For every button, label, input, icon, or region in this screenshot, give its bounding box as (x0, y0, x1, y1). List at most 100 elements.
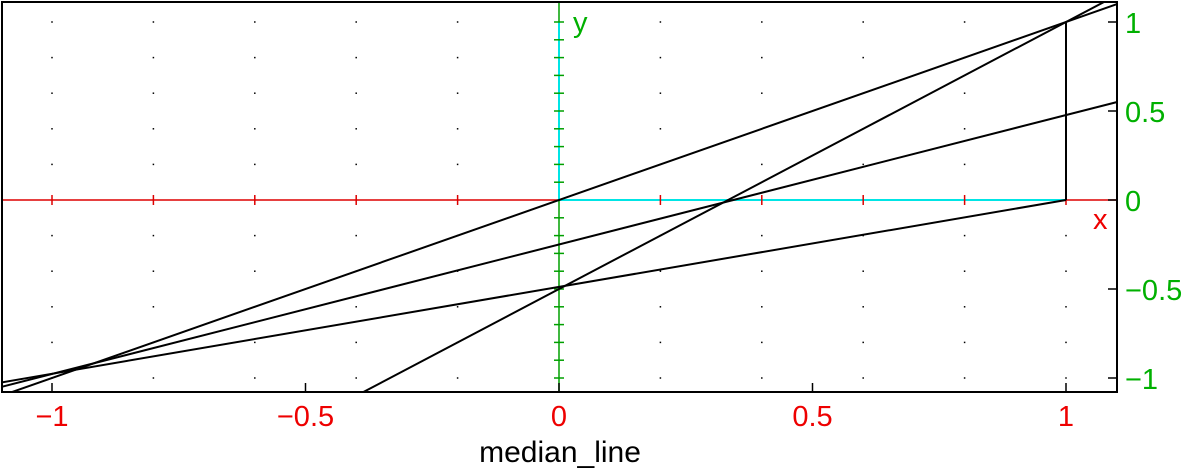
grid-dot (152, 128, 155, 130)
grid-dot (152, 234, 155, 237)
grid-dot (254, 128, 256, 130)
grid-dot (254, 377, 256, 379)
grid-dot (963, 128, 966, 130)
grid-dot (152, 56, 155, 59)
grid-dot (456, 21, 459, 23)
grid-dot (51, 21, 53, 23)
grid-dot (761, 306, 763, 308)
grid-dot (659, 306, 662, 308)
grid-dot (659, 270, 662, 272)
grid-dot (862, 377, 864, 379)
grid-dot (51, 341, 53, 344)
grid-dot (51, 306, 53, 308)
grid-dot (862, 21, 864, 23)
x-tick-label: −1 (35, 401, 68, 433)
series-line (361, 2, 1107, 392)
y-tick-label: 0.5 (1125, 97, 1165, 129)
y-tick-label: −1 (1125, 364, 1158, 396)
grid-dot (1065, 234, 1067, 237)
grid-dot (761, 377, 763, 379)
y-tick-label: 1 (1125, 8, 1141, 40)
grid-dot (355, 341, 357, 344)
grid-dot (355, 234, 357, 237)
grid-dot (51, 270, 53, 272)
x-axis-label: x (1093, 204, 1108, 236)
grid-dot (152, 270, 155, 272)
grid-dot (761, 56, 763, 59)
grid-dot (963, 21, 966, 23)
y-axis-label: y (573, 7, 588, 39)
grid-dot (355, 163, 357, 166)
grid-dot (659, 56, 662, 59)
series-line (2, 199, 1067, 384)
grid-dot (963, 306, 966, 308)
grid-dot (1065, 270, 1067, 272)
grid-dot (862, 341, 864, 344)
grid-dot (659, 92, 662, 94)
grid-dot (152, 92, 155, 94)
grid-dot (963, 234, 966, 237)
grid-dot (456, 92, 459, 94)
grid-dot (456, 163, 459, 166)
grid-dot (152, 163, 155, 166)
grid-dot (51, 56, 53, 59)
grid-dot (456, 56, 459, 59)
grid-dot (659, 377, 662, 379)
grid-dot (254, 21, 256, 23)
grid-dot (761, 234, 763, 237)
grid-dot (456, 128, 459, 130)
y-tick-label: −0.5 (1125, 275, 1182, 307)
grid-dot (254, 163, 256, 166)
grid-dot (761, 21, 763, 23)
grid-dot (1065, 306, 1067, 308)
grid-dot (761, 341, 763, 344)
grid-dot (254, 56, 256, 59)
grid-dot (254, 341, 256, 344)
series-lines (2, 2, 1117, 392)
grid-dot (761, 92, 763, 94)
chart-title: median_line (479, 436, 641, 469)
grid-dot (963, 92, 966, 94)
grid-dot (355, 128, 357, 130)
grid-dot (51, 92, 53, 94)
grid-dot (862, 163, 864, 166)
grid-dot (51, 234, 53, 237)
series-line (9, 3, 1117, 392)
grid-dot (355, 377, 357, 379)
grid-dot (963, 377, 966, 379)
x-tick-label: 1 (1058, 401, 1074, 433)
grid-dot (456, 306, 459, 308)
x-tick-label: −0.5 (277, 401, 334, 433)
grid-dot (963, 341, 966, 344)
grid-dot (254, 92, 256, 94)
series-line (2, 101, 1117, 388)
grid-dot (355, 92, 357, 94)
grid-dot (659, 21, 662, 23)
grid-dot (761, 163, 763, 166)
grid-dot (659, 341, 662, 344)
grid-dot (1065, 341, 1067, 344)
grid-dot (761, 270, 763, 272)
grid-dot (456, 377, 459, 379)
grid-dot (355, 56, 357, 59)
y-tick-label: 0 (1125, 186, 1141, 218)
x-tick-label: 0 (551, 401, 567, 433)
grid-dot (1065, 377, 1067, 379)
grid-dot (152, 377, 155, 379)
grid-dot (152, 21, 155, 23)
grid-dot (51, 128, 53, 130)
grid-dot (862, 56, 864, 59)
grid-dot (152, 306, 155, 308)
grid-dot (659, 128, 662, 130)
grid-dot (355, 306, 357, 308)
x-tick-label: 0.5 (792, 401, 832, 433)
grid-dot (254, 270, 256, 272)
grid-dot (862, 306, 864, 308)
grid-dot (51, 163, 53, 166)
grid-dot (862, 270, 864, 272)
grid-dot (963, 270, 966, 272)
grid-dot (963, 163, 966, 166)
grid-dot (254, 234, 256, 237)
grid-dot (355, 21, 357, 23)
